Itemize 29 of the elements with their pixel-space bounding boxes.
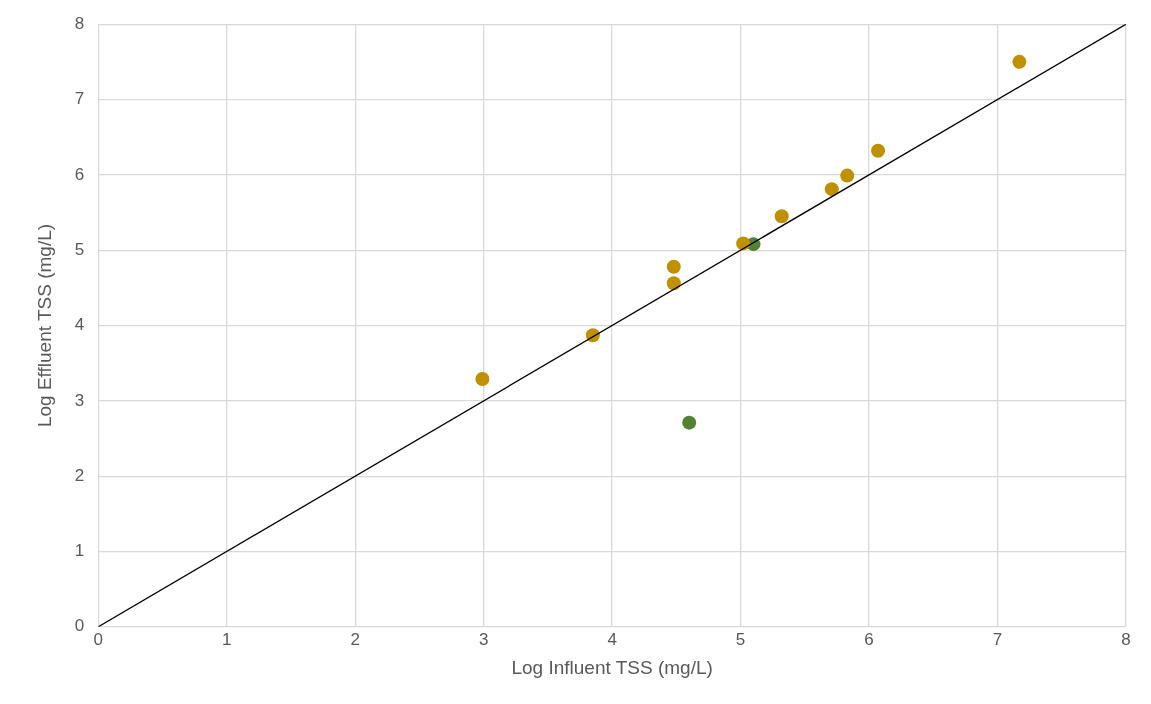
x-tick-label: 5 — [735, 629, 746, 649]
y-tick-label: 0 — [74, 616, 85, 636]
x-tick-label: 3 — [478, 629, 489, 649]
y-tick-label: 5 — [74, 239, 85, 259]
y-tick-label: 4 — [74, 315, 85, 335]
x-tick-label: 0 — [93, 629, 103, 649]
point — [774, 209, 789, 224]
point — [871, 143, 886, 158]
y-tick-label: 6 — [74, 164, 85, 184]
y-tick-label: 2 — [74, 465, 85, 485]
x-tick-label: 7 — [992, 629, 1003, 649]
x-tick-label: 8 — [1121, 629, 1131, 649]
point — [475, 371, 490, 386]
x-axis-title: Log Influent TSS (mg/L) — [511, 656, 713, 678]
y-tick-label: 1 — [74, 541, 85, 561]
point — [682, 415, 697, 430]
y-tick-label: 8 — [74, 13, 85, 33]
y-tick-label: 7 — [74, 89, 85, 109]
x-tick-label: 1 — [221, 629, 232, 649]
point — [840, 168, 855, 183]
y-tick-label: 3 — [74, 390, 85, 410]
x-tick-label: 6 — [864, 629, 874, 649]
y-axis-title: Log Effluent TSS (mg/L) — [33, 223, 55, 428]
point — [1012, 54, 1027, 69]
point — [666, 276, 681, 291]
x-tick-label: 4 — [607, 629, 617, 649]
point — [666, 259, 681, 274]
x-tick-label: 2 — [350, 629, 360, 649]
point — [824, 182, 839, 197]
